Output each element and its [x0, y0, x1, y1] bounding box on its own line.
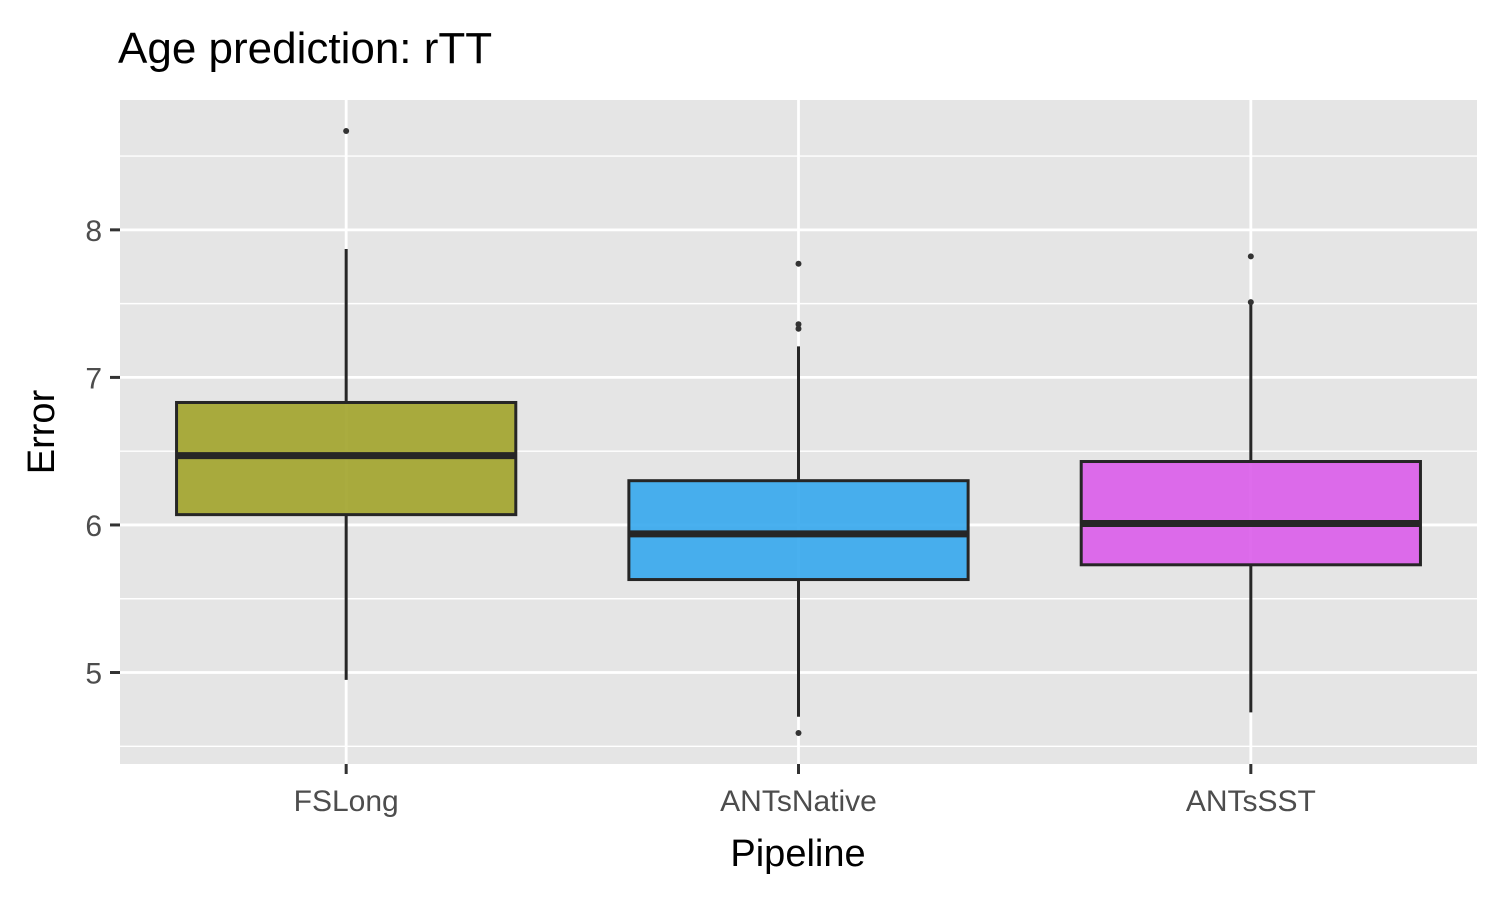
x-axis-title: Pipeline — [730, 833, 865, 875]
boxes-layer — [175, 127, 1422, 737]
outlier-point — [343, 127, 350, 134]
axes-layer: 5 6 7 8 FSLong ANTsNative ANTsSST — [85, 215, 1316, 818]
box-fslong — [175, 127, 518, 680]
y-tick-label: 5 — [85, 658, 102, 691]
box-antssst — [1079, 253, 1422, 713]
iqr-box — [1079, 460, 1422, 567]
y-tick-label: 6 — [85, 510, 102, 543]
iqr-box — [627, 479, 970, 582]
outlier-point — [795, 730, 802, 737]
y-tick-label: 7 — [85, 362, 102, 395]
x-tick-label: ANTsSST — [1186, 785, 1316, 818]
outlier-point — [795, 321, 802, 328]
outlier-point — [1247, 253, 1254, 260]
outlier-point — [795, 325, 802, 332]
outlier-point — [795, 260, 802, 267]
y-axis-title: Error — [21, 389, 63, 474]
x-tick-label: ANTsNative — [720, 785, 877, 818]
x-tick-label: FSLong — [294, 785, 399, 818]
y-tick-label: 8 — [85, 215, 102, 248]
outlier-point — [1247, 299, 1254, 306]
box-antsnative — [627, 260, 970, 737]
chart-title: Age prediction: rTT — [118, 24, 492, 73]
